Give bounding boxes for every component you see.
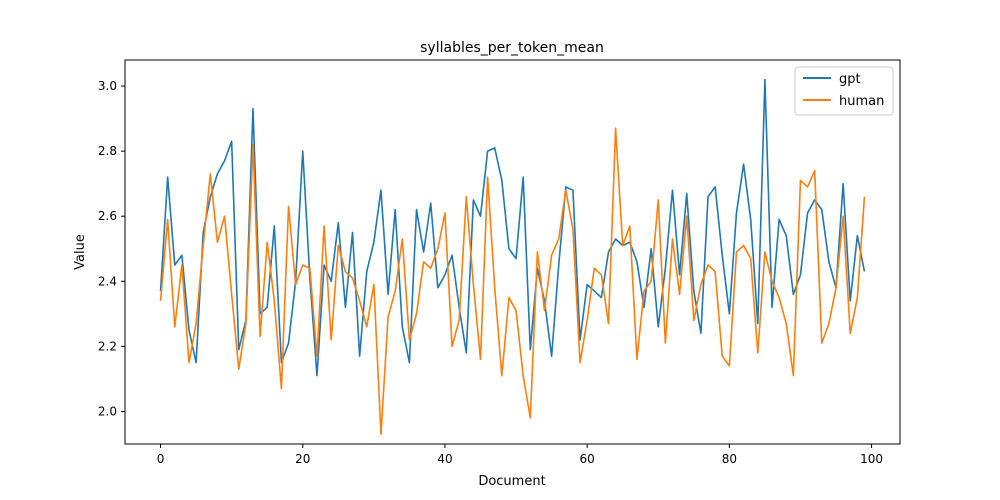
y-axis: 2.0 2.2 2.4 2.6 2.8 3.0 — [98, 79, 125, 418]
x-tick-label: 20 — [295, 452, 310, 466]
x-tick-label: 0 — [157, 452, 165, 466]
series-line-human — [159, 127, 866, 436]
chart-title: syllables_per_token_mean — [420, 40, 604, 56]
x-axis: 0 20 40 60 80 100 — [157, 444, 883, 466]
legend-label-gpt: gpt — [839, 72, 861, 87]
y-tick-label: 2.0 — [98, 404, 117, 418]
series-line-gpt — [159, 78, 866, 377]
plot-frame — [124, 59, 901, 445]
y-axis-label: Value — [73, 234, 88, 270]
x-tick-label: 80 — [722, 452, 737, 466]
legend-label-human: human — [839, 94, 884, 109]
y-tick-label: 2.8 — [98, 144, 117, 158]
y-tick-label: 2.6 — [98, 209, 117, 223]
x-tick-label: 60 — [580, 452, 595, 466]
legend: gpt human — [794, 66, 894, 116]
x-axis-label: Document — [478, 474, 545, 489]
y-tick-label: 3.0 — [98, 79, 117, 93]
series-layer — [159, 78, 866, 436]
y-tick-label: 2.2 — [98, 339, 117, 353]
x-tick-label: 100 — [860, 452, 883, 466]
x-tick-label: 40 — [437, 452, 452, 466]
y-tick-label: 2.4 — [98, 274, 117, 288]
